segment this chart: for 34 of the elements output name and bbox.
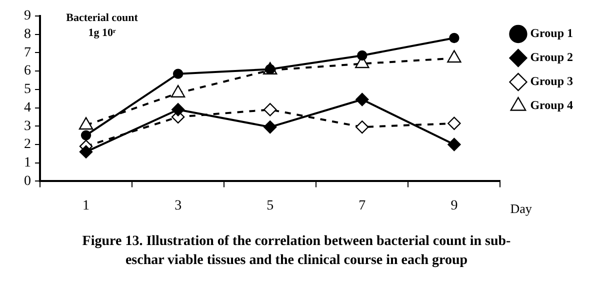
point [449, 32, 460, 44]
point [79, 145, 93, 158]
legend-label: Group 1 [530, 26, 574, 40]
x-axis-title: Day [510, 200, 532, 216]
point [448, 138, 461, 152]
point [357, 50, 368, 61]
y-tick-label: 9 [24, 8, 31, 24]
point [172, 68, 184, 79]
legend-label: Group 2 [530, 50, 574, 64]
y-tick-label: 0 [24, 174, 31, 189]
point [264, 120, 277, 134]
y-tick-label: 2 [24, 137, 31, 152]
x-tick-label: 1 [82, 198, 90, 214]
legend-label: Group 3 [530, 74, 574, 88]
legend-label: Group 4 [530, 98, 574, 112]
y-tick-label: 8 [24, 27, 31, 42]
point [264, 103, 277, 116]
text: Figure 13. Illustration of the correlation between bacterial count in sub-eschar viable tissues and the clinical course in each group [81, 233, 512, 270]
x-tick-label: 3 [174, 198, 182, 214]
point [356, 92, 369, 106]
x-tick-label: 7 [358, 198, 366, 214]
y-tick-label: 1 [24, 156, 31, 171]
point [448, 116, 461, 130]
x-tick-label: 5 [266, 198, 274, 214]
y-tick-label: 7 [24, 45, 31, 60]
y-axis-title: Bacterial count 1g 10ʳ [66, 12, 138, 39]
y-tick-label: 5 [24, 82, 31, 98]
x-tick-label: 9 [450, 198, 458, 214]
y-tick-label: 6 [24, 64, 31, 79]
point [171, 103, 185, 116]
y-tick-label: 3 [24, 118, 31, 134]
point [356, 120, 369, 134]
y-tick-label: 4 [24, 100, 31, 116]
point [80, 130, 92, 140]
